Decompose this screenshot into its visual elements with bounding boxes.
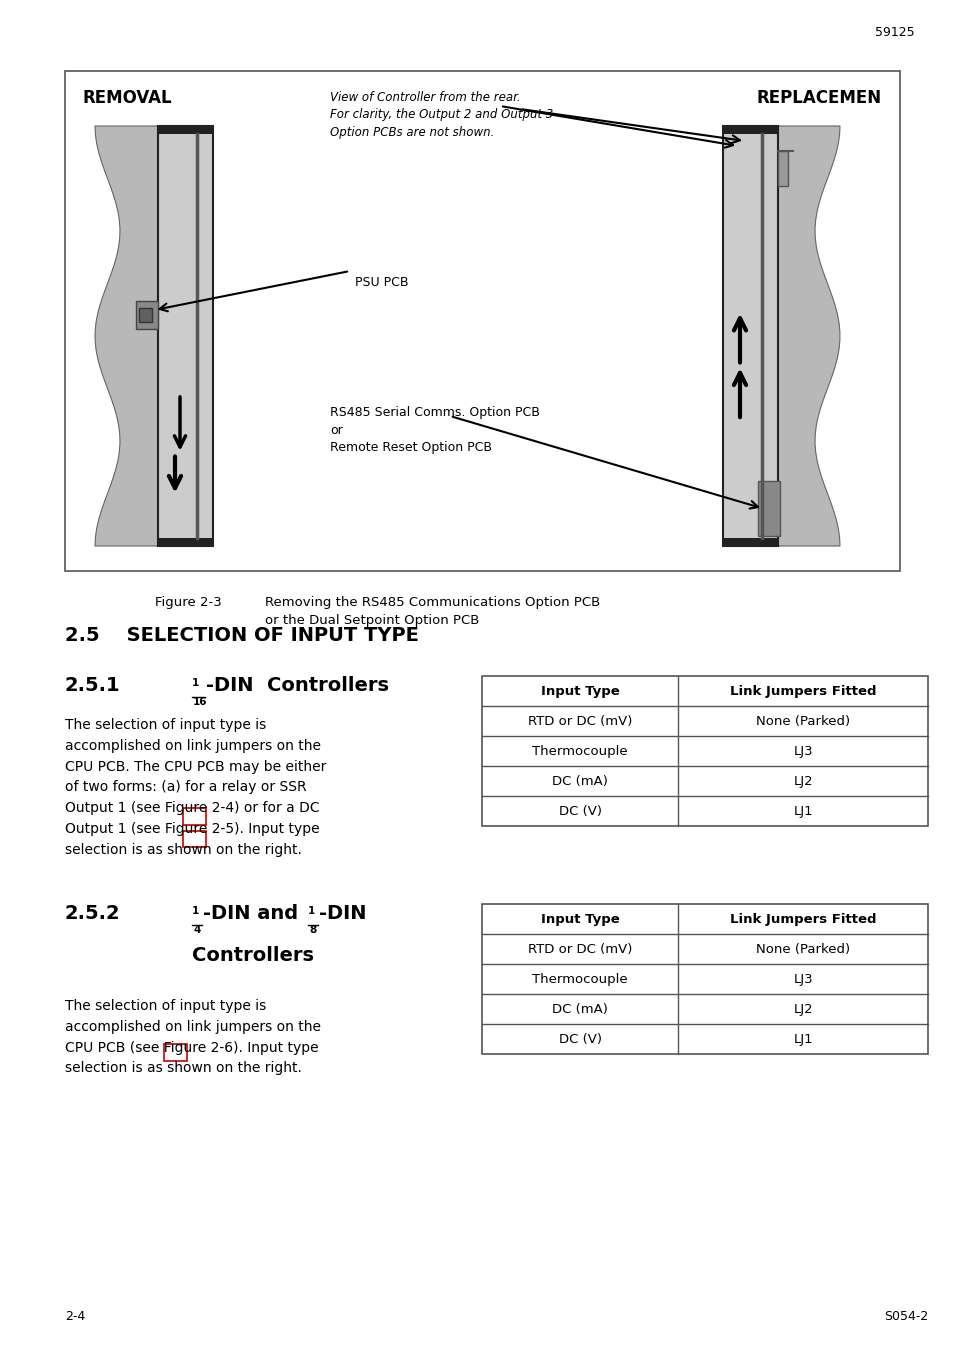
Bar bbox=[135, 301, 157, 330]
Text: Removing the RS485 Communications Option PCB
or the Dual Setpoint Option PCB: Removing the RS485 Communications Option… bbox=[265, 596, 599, 627]
Text: REPLACEMEN: REPLACEMEN bbox=[756, 89, 882, 107]
Bar bbox=[138, 308, 152, 322]
Text: LJ2: LJ2 bbox=[793, 774, 812, 788]
Text: -DIN and: -DIN and bbox=[203, 904, 305, 923]
Bar bbox=[777, 151, 786, 186]
Text: 2.5.1: 2.5.1 bbox=[65, 676, 120, 694]
Text: Thermocouple: Thermocouple bbox=[532, 744, 627, 758]
Text: RTD or DC (mV): RTD or DC (mV) bbox=[527, 943, 632, 955]
Text: LJ1: LJ1 bbox=[793, 1032, 812, 1046]
Bar bbox=[65, 72, 899, 571]
Text: The selection of input type is
accomplished on link jumpers on the
CPU PCB. The : The selection of input type is accomplis… bbox=[65, 717, 326, 857]
Text: None (Parked): None (Parked) bbox=[756, 715, 849, 727]
Text: 4: 4 bbox=[193, 925, 200, 935]
Text: S054-2: S054-2 bbox=[882, 1310, 927, 1323]
Text: LJ3: LJ3 bbox=[793, 973, 812, 985]
Text: DC (V): DC (V) bbox=[558, 1032, 601, 1046]
Bar bbox=[721, 126, 777, 134]
Text: DC (V): DC (V) bbox=[558, 804, 601, 817]
Text: Figure 2-3: Figure 2-3 bbox=[154, 596, 221, 609]
Text: 8: 8 bbox=[309, 925, 315, 935]
Text: 1: 1 bbox=[192, 907, 199, 916]
Text: 59125: 59125 bbox=[874, 26, 914, 39]
Bar bbox=[721, 126, 777, 546]
Bar bbox=[481, 676, 927, 825]
Text: Input Type: Input Type bbox=[540, 685, 618, 697]
Text: LJ3: LJ3 bbox=[793, 744, 812, 758]
Text: View of Controller from the rear.
For clarity, the Output 2 and Output 3
Option : View of Controller from the rear. For cl… bbox=[330, 91, 553, 139]
Text: 1: 1 bbox=[192, 678, 199, 688]
Text: 1: 1 bbox=[308, 907, 314, 916]
Polygon shape bbox=[776, 126, 840, 546]
Text: DC (mA): DC (mA) bbox=[552, 774, 607, 788]
Text: -DIN  Controllers: -DIN Controllers bbox=[206, 676, 389, 694]
Text: Thermocouple: Thermocouple bbox=[532, 973, 627, 985]
Polygon shape bbox=[95, 126, 158, 546]
Text: DC (mA): DC (mA) bbox=[552, 1002, 607, 1016]
Text: Input Type: Input Type bbox=[540, 912, 618, 925]
Text: RS485 Serial Comms. Option PCB
or
Remote Reset Option PCB: RS485 Serial Comms. Option PCB or Remote… bbox=[330, 407, 539, 454]
Text: 2-4: 2-4 bbox=[65, 1310, 85, 1323]
Text: The selection of input type is
accomplished on link jumpers on the
CPU PCB (see : The selection of input type is accomplis… bbox=[65, 998, 320, 1075]
Text: -DIN: -DIN bbox=[318, 904, 366, 923]
Text: LJ2: LJ2 bbox=[793, 1002, 812, 1016]
Bar bbox=[758, 481, 780, 536]
Bar bbox=[157, 538, 213, 546]
Text: 2.5    SELECTION OF INPUT TYPE: 2.5 SELECTION OF INPUT TYPE bbox=[65, 626, 418, 644]
Text: LJ1: LJ1 bbox=[793, 804, 812, 817]
Bar bbox=[481, 904, 927, 1054]
Text: Link Jumpers Fitted: Link Jumpers Fitted bbox=[729, 912, 876, 925]
Bar bbox=[157, 126, 213, 546]
Text: 2.5.2: 2.5.2 bbox=[65, 904, 120, 923]
Text: None (Parked): None (Parked) bbox=[756, 943, 849, 955]
Text: PSU PCB: PSU PCB bbox=[355, 276, 408, 289]
Text: RTD or DC (mV): RTD or DC (mV) bbox=[527, 715, 632, 727]
Bar bbox=[157, 126, 213, 134]
Text: Controllers: Controllers bbox=[192, 946, 314, 965]
Text: REMOVAL: REMOVAL bbox=[83, 89, 172, 107]
Bar bbox=[721, 538, 777, 546]
Text: 16: 16 bbox=[193, 697, 208, 707]
Text: Link Jumpers Fitted: Link Jumpers Fitted bbox=[729, 685, 876, 697]
